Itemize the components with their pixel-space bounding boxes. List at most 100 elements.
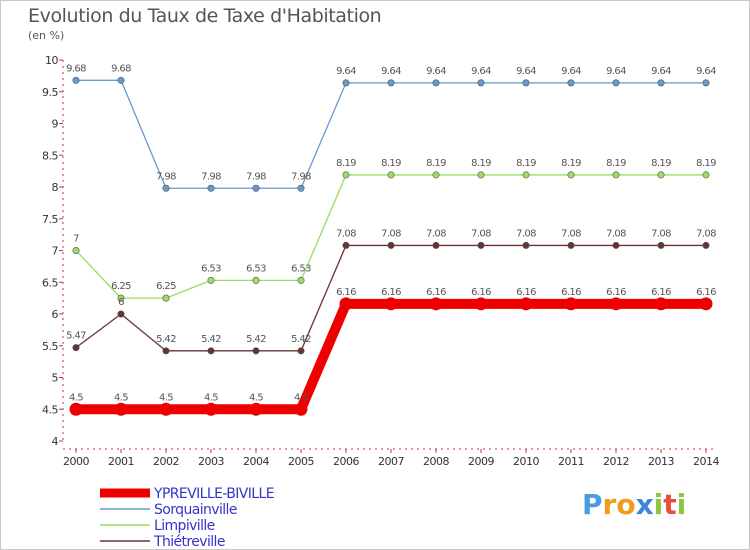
series-ypreville-biville [69,297,713,416]
x-tick-label: 2006 [333,455,359,468]
data-point [69,402,83,416]
data-point [162,184,170,192]
data-point [384,297,398,311]
data-label: 6.16 [381,287,401,298]
data-label: 6.25 [111,281,131,292]
legend-label: Limpiville [154,518,215,534]
y-tick-label: 4.5 [42,403,58,416]
logo-letter: o [616,488,636,521]
data-point [117,310,125,318]
data-label: 6.16 [696,287,716,298]
data-point [72,247,80,255]
data-label: 9.64 [516,66,536,77]
proxiti-logo: Proxiti [582,488,686,521]
data-label: 6.16 [336,287,356,298]
data-point [117,294,125,302]
data-label: 7.98 [246,171,266,182]
data-label: 5.42 [246,334,266,345]
data-point [342,79,350,87]
data-label: 9.64 [696,66,716,77]
logo-letter: r [602,488,617,521]
x-tick-label: 2000 [63,455,89,468]
data-label: 5.42 [291,334,311,345]
data-label: 6.16 [561,287,581,298]
data-label: 7.98 [291,171,311,182]
y-tick-label: 10 [45,54,58,67]
data-point [522,171,530,179]
x-tick-label: 2004 [243,455,269,468]
data-label: 9.64 [606,66,626,77]
data-label: 7.08 [381,228,401,239]
data-point [609,297,623,311]
data-point [117,76,125,84]
data-label: 9.64 [561,66,581,77]
data-point [702,79,710,87]
data-label: 7.08 [561,228,581,239]
data-point [702,171,710,179]
x-tick-label: 2011 [558,455,584,468]
data-label: 8.19 [381,158,401,169]
data-point [204,402,218,416]
chart-title: Evolution du Taux de Taxe d'Habitation [28,5,382,27]
data-point [564,297,578,311]
data-point [657,79,665,87]
y-tick-label: 6 [52,308,59,321]
data-point [522,79,530,87]
series-sorquainville [72,76,710,192]
data-label: 9.68 [66,63,86,74]
data-point [654,297,668,311]
data-point [387,241,395,249]
data-label: 5.42 [201,334,221,345]
x-tick-label: 2003 [198,455,224,468]
series-thi-treville [72,241,710,355]
legend-label: Thiétreville [153,534,225,550]
x-tick-label: 2001 [108,455,134,468]
data-label: 7.98 [201,171,221,182]
data-label: 9.64 [381,66,401,77]
data-point [522,241,530,249]
series-limpiville [72,171,710,302]
logo-letter: i [653,488,664,521]
data-point [612,171,620,179]
data-label: 4.5 [249,392,263,403]
data-label: 9.64 [426,66,446,77]
data-label: 5.47 [66,331,86,342]
data-label: 4.5 [114,392,128,403]
data-label: 4.5 [294,392,308,403]
data-point [702,241,710,249]
legend-item: YPREVILLE-BIVILLE [100,486,275,502]
data-point [429,297,443,311]
data-label: 6.16 [606,287,626,298]
data-point [249,402,263,416]
y-tick-label: 9 [52,118,59,131]
x-tick-label: 2009 [468,455,494,468]
y-tick-label: 4 [52,435,59,448]
y-tick-label: 8 [52,181,59,194]
data-label: 4.5 [159,392,173,403]
logo-letter: t [663,488,677,521]
data-point [297,184,305,192]
data-label: 8.19 [606,158,626,169]
data-label: 7.08 [606,228,626,239]
data-label: 6.16 [426,287,446,298]
data-point [72,76,80,84]
data-point [567,79,575,87]
x-tick-label: 2010 [513,455,539,468]
legend-item: Sorquainville [100,502,237,518]
data-label: 9.64 [336,66,356,77]
y-tick-label: 6.5 [42,276,58,289]
legend-label: Sorquainville [154,502,237,518]
data-label: 4.5 [204,392,218,403]
y-tick-label: 9.5 [42,86,58,99]
data-point [207,347,215,355]
logo-letter: x [635,488,654,521]
data-point [612,79,620,87]
data-point [432,241,440,249]
data-point [339,297,353,311]
x-tick-label: 2014 [693,455,719,468]
data-point [567,241,575,249]
data-label: 7.08 [696,228,716,239]
y-tick-label: 8.5 [42,149,58,162]
data-label: 7.08 [336,228,356,239]
